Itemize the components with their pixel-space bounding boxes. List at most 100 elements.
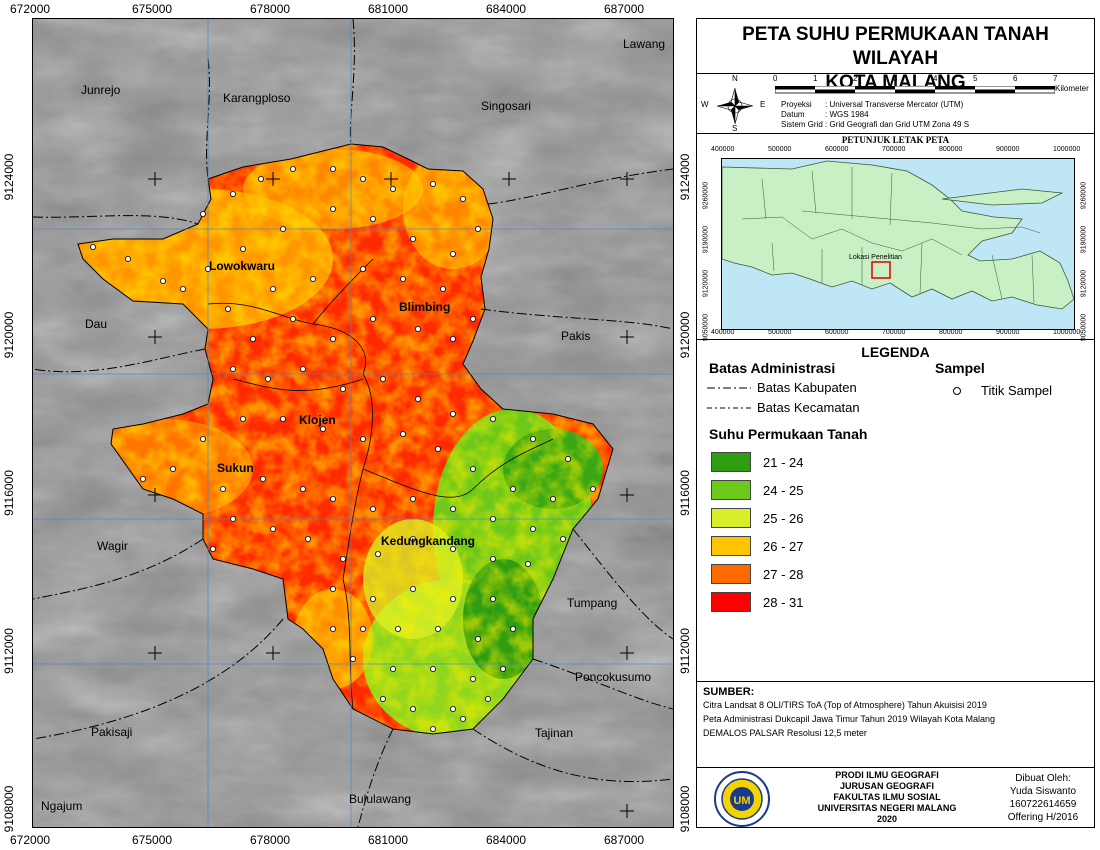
inset-title: PETUNJUK LETAK PETA: [841, 135, 950, 145]
institution-line-4: UNIVERSITAS NEGERI MALANG: [817, 803, 957, 813]
sample-point: [484, 696, 491, 703]
place-label-kecamatan: Blimbing: [399, 300, 451, 314]
legend-class-swatch: [711, 564, 751, 584]
inset-x-tick-bottom: 400000: [711, 329, 735, 336]
sample-point: [289, 165, 296, 172]
main-map[interactable]: Lawang Junrejo Karangploso Singosari Dau Paki…: [32, 18, 674, 828]
easting-label-top: 672000: [10, 2, 51, 16]
logo-text: UM: [733, 795, 750, 807]
place-label-kabupaten: Pakisaji: [91, 725, 133, 739]
sample-point: [590, 485, 597, 492]
sample-point: [399, 275, 406, 282]
sample-point: [369, 315, 376, 322]
place-label-kabupaten: Tajinan: [535, 726, 574, 740]
inset-x-tick-top: 600000: [825, 146, 849, 153]
sample-point: [369, 505, 376, 512]
sample-point: [309, 275, 316, 282]
easting-label-top: 684000: [486, 2, 527, 16]
place-label-kabupaten: Wagir: [97, 539, 128, 553]
inset-block: PETUNJUK LETAK PETA Lokasi Penelitian 40…: [697, 133, 1094, 341]
sample-point: [449, 335, 456, 342]
compass-e: E: [760, 100, 766, 109]
sample-point: [474, 225, 481, 232]
easting-label-top: 678000: [250, 2, 291, 16]
sample-point: [409, 706, 416, 713]
inset-y-tick-left: 9120000: [702, 269, 710, 298]
sample-point: [224, 305, 231, 312]
sample-point: [449, 546, 456, 553]
scale-tick: 1: [813, 74, 818, 83]
legend-sample-item: Titik Sampel: [981, 383, 1053, 398]
sample-point: [169, 465, 176, 472]
sample-point: [249, 335, 256, 342]
sample-point: [329, 626, 336, 633]
institution-line-1: PRODI ILMU GEOGRAFI: [835, 770, 939, 780]
inset-x-tick-bottom: 600000: [825, 329, 849, 336]
sample-point: [219, 485, 226, 492]
sample-point: [339, 556, 346, 563]
sample-points: [90, 165, 597, 733]
sample-point: [359, 265, 366, 272]
grid-system-value: : Grid Geografi dan Grid UTM Zona 49 S: [825, 120, 970, 129]
sample-point: [489, 596, 496, 603]
legend-class-row: 24 - 25: [711, 480, 803, 500]
sample-point: [409, 586, 416, 593]
grid-system-label: Sistem Grid: [781, 120, 823, 129]
sample-point: [499, 666, 506, 673]
inset-study-label: Lokasi Penelitian: [849, 254, 902, 261]
place-label-kecamatan: Klojen: [299, 413, 336, 427]
source-line-1: Citra Landsat 8 OLI/TIRS ToA (Top of Atm…: [703, 700, 987, 710]
place-label-kabupaten: Pakis: [561, 329, 591, 343]
legend-sample-title: Sampel: [935, 360, 985, 376]
sample-point: [489, 515, 496, 522]
scale-tick: 5: [973, 74, 978, 83]
sample-point: [125, 255, 132, 262]
northing-label-left: 9112000: [2, 628, 16, 674]
source-line-3: DEMALOS PALSAR Resolusi 12,5 meter: [703, 728, 867, 738]
scale-tick: 2: [853, 74, 858, 83]
sample-point: [299, 365, 306, 372]
sample-point: [257, 175, 264, 182]
sample-point: [439, 285, 446, 292]
sample-point: [474, 636, 481, 643]
legend-class-row: 25 - 26: [711, 508, 803, 528]
sample-point: [264, 375, 271, 382]
sample-point: [550, 495, 557, 502]
inset-y-tick-right: 9260000: [1080, 181, 1088, 210]
sample-point: [329, 165, 336, 172]
place-label-kabupaten: Lawang: [623, 37, 666, 51]
inset-map[interactable]: [721, 158, 1075, 330]
inset-x-tick-bottom: 700000: [882, 329, 906, 336]
sample-point: [359, 175, 366, 182]
sample-point: [429, 666, 436, 673]
legend-class-label: 27 - 28: [763, 566, 804, 582]
sample-point: [319, 425, 326, 432]
sample-point: [329, 495, 336, 502]
northing-label-left: 9108000: [2, 785, 16, 833]
institution-line-2: JURUSAN GEOGRAFI: [839, 781, 934, 791]
northing-label-right: 9120000: [678, 311, 692, 359]
side-panel: PETA SUHU PERMUKAAN TANAH WILAYAH KOTA M…: [696, 18, 1095, 828]
legend-kecamatan: Batas Kecamatan: [757, 400, 860, 415]
sample-point: [469, 676, 476, 683]
sample-point: [329, 335, 336, 342]
inset-x-tick-bottom: 900000: [996, 329, 1020, 336]
sample-point: [199, 210, 206, 217]
easting-label-bottom: 684000: [486, 833, 527, 847]
scale-tick: 7: [1053, 74, 1058, 83]
source-line-2: Peta Administrasi Dukcapil Jawa Timur Ta…: [703, 714, 995, 724]
sample-point: [449, 706, 456, 713]
legend-class-label: 21 - 24: [763, 454, 804, 470]
sample-point: [229, 365, 236, 372]
easting-label-top: 687000: [604, 2, 645, 16]
scale-projection-block: N S W E 0 1 2 3 4 5 6 7 Kilometer Proyeksi : Un…: [697, 73, 1094, 134]
sample-point: [374, 551, 381, 558]
footer-block: UM PRODI ILMU GEOGRAFI JURUSAN GEOGRAFI …: [697, 767, 1094, 828]
scale-tick: 6: [1013, 74, 1018, 83]
sample-point: [449, 596, 456, 603]
inset-x-tick-top: 1000000: [1053, 146, 1081, 153]
legend-class-row: 21 - 24: [711, 452, 803, 472]
sample-point: [509, 485, 516, 492]
inset-y-tick-left: 9190000: [702, 225, 710, 254]
sample-point: [434, 626, 441, 633]
